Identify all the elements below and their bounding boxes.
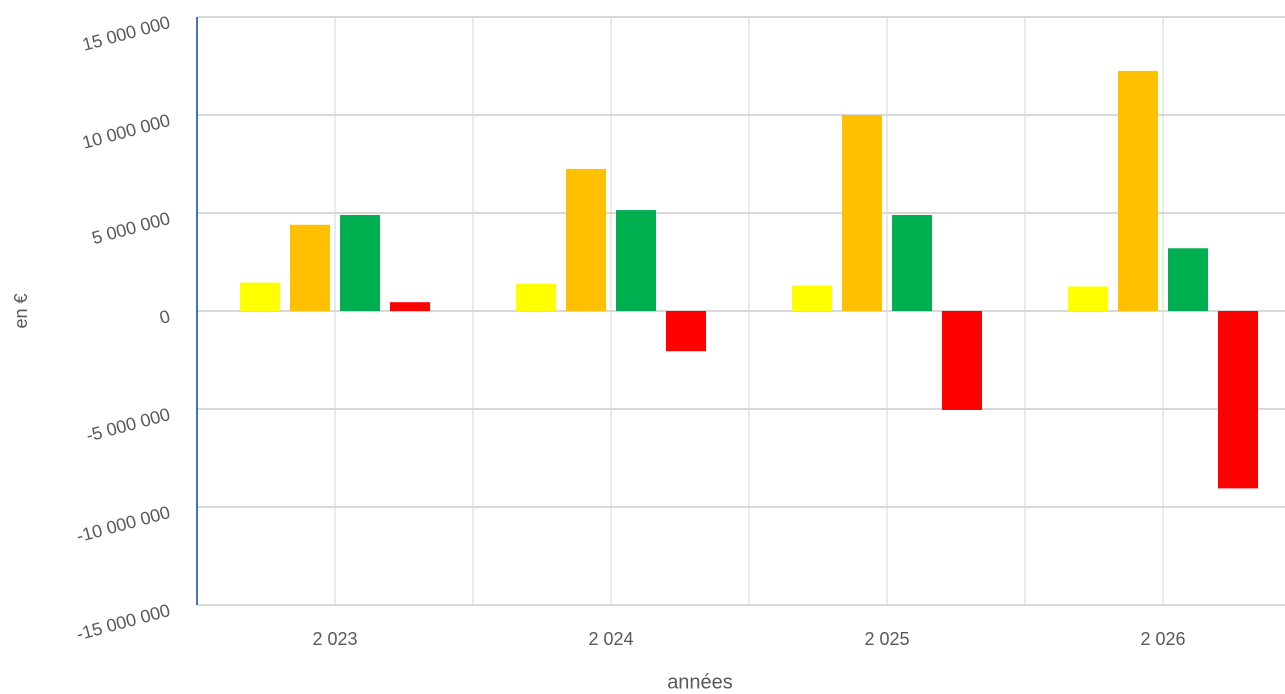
bar: [340, 214, 380, 311]
bar: [566, 168, 606, 311]
bar: [290, 224, 330, 311]
y-axis-title: en €: [11, 293, 31, 328]
x-tick-label: 2 025: [864, 629, 909, 649]
x-tick-label: 2 024: [588, 629, 633, 649]
bar: [240, 282, 280, 311]
bar: [666, 311, 706, 352]
bar: [792, 285, 832, 311]
y-tick-label: 0: [157, 306, 172, 328]
y-tick-label: 10 000 000: [80, 110, 172, 153]
bar: [942, 311, 982, 410]
y-tick-label: 5 000 000: [90, 208, 173, 248]
y-tick-label: -10 000 000: [74, 502, 172, 546]
x-tick-label: 2 026: [1140, 629, 1185, 649]
y-tick-label: -5 000 000: [84, 404, 172, 446]
bar: [1118, 70, 1158, 312]
bar: [1168, 248, 1208, 311]
x-tick-label: 2 023: [312, 629, 357, 649]
y-tick-label: -15 000 000: [74, 600, 172, 644]
x-axis-title: années: [667, 671, 733, 693]
bar: [616, 210, 656, 311]
bar: [390, 302, 430, 311]
bar: [516, 283, 556, 311]
bar: [892, 214, 932, 311]
bar: [842, 115, 882, 311]
bar: [1218, 311, 1258, 489]
y-tick-label: 15 000 000: [80, 12, 172, 55]
bar: [1068, 286, 1108, 311]
